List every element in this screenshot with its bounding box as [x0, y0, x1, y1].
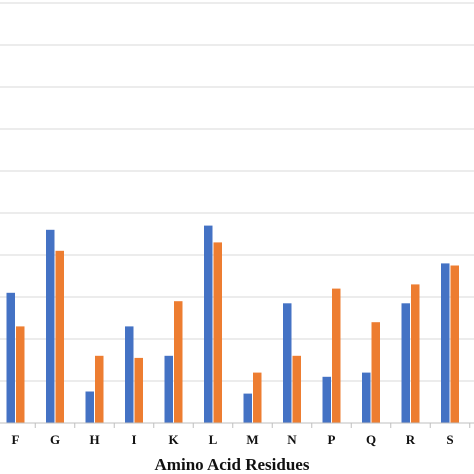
- bar-f-series-1: [6, 292, 15, 423]
- bar-s-series-1: [441, 263, 450, 423]
- x-tick-label-h: H: [89, 432, 99, 447]
- x-axis-title: Amino Acid Residues: [155, 455, 310, 474]
- x-tick-label-r: R: [406, 432, 416, 447]
- bar-q-series-2: [371, 322, 380, 423]
- x-tick-label-i: I: [131, 432, 136, 447]
- bar-m-series-2: [253, 372, 262, 423]
- x-tick-label-n: N: [287, 432, 297, 447]
- x-tick-label-s: S: [446, 432, 453, 447]
- bar-l-series-2: [213, 242, 222, 423]
- x-tick-label-g: G: [50, 432, 60, 447]
- x-axis: [0, 422, 474, 428]
- bar-g-series-1: [46, 229, 55, 423]
- gridlines: [0, 2, 474, 382]
- x-tick-label-l: L: [209, 432, 218, 447]
- bar-n-series-2: [292, 355, 301, 423]
- bar-f-series-2: [16, 326, 25, 423]
- bar-r-series-2: [411, 284, 420, 423]
- bar-k-series-2: [174, 301, 183, 423]
- bar-r-series-1: [401, 303, 410, 423]
- bar-n-series-1: [283, 303, 292, 423]
- bar-q-series-1: [362, 372, 371, 423]
- x-tick-label-q: Q: [366, 432, 376, 447]
- x-tick-label-f: F: [12, 432, 20, 447]
- x-tick-label-k: K: [168, 432, 179, 447]
- bar-p-series-2: [332, 288, 341, 423]
- bar-i-series-1: [125, 326, 134, 423]
- bar-g-series-2: [55, 250, 64, 423]
- x-tick-label-m: M: [246, 432, 258, 447]
- bar-p-series-1: [322, 376, 331, 423]
- bar-l-series-1: [204, 225, 213, 423]
- bar-k-series-1: [164, 355, 173, 423]
- bar-m-series-1: [243, 393, 252, 423]
- x-tick-label-p: P: [328, 432, 336, 447]
- bar-i-series-2: [134, 357, 143, 423]
- bars: [6, 225, 459, 423]
- bar-s-series-2: [450, 265, 459, 423]
- bar-h-series-2: [95, 355, 104, 423]
- bar-h-series-1: [85, 391, 94, 423]
